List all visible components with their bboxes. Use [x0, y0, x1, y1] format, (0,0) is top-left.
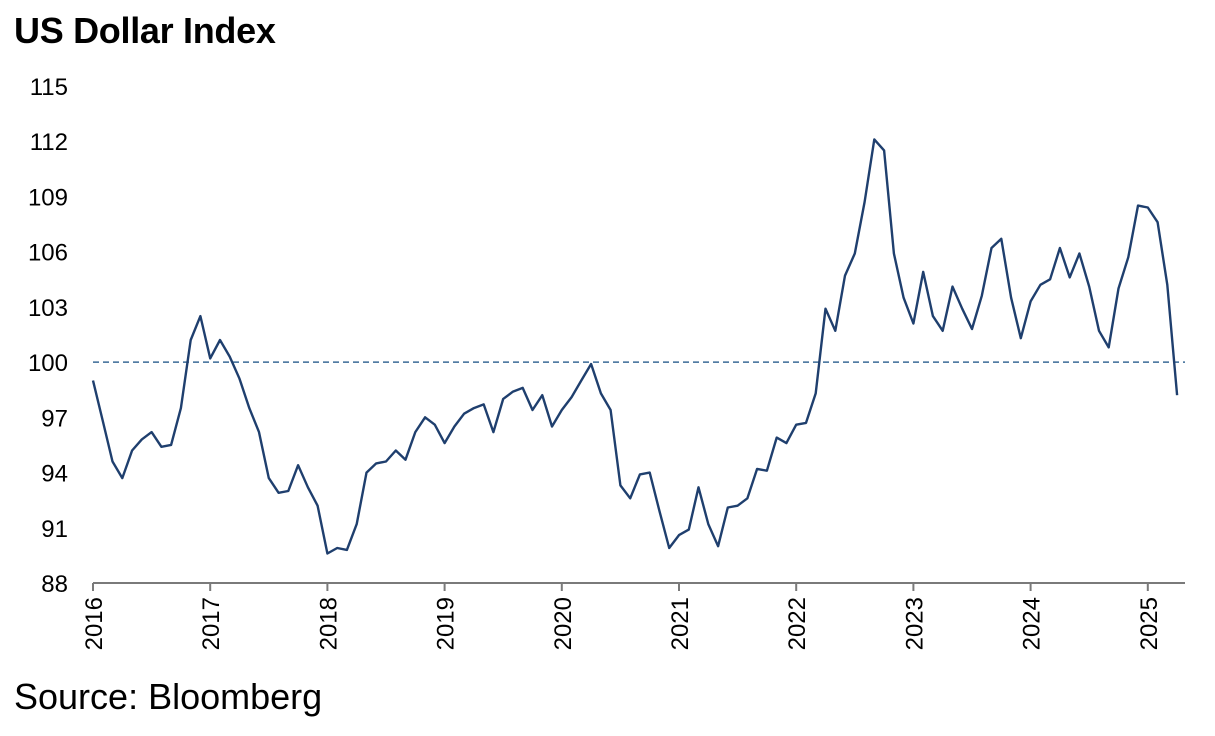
source-note: Source: Bloomberg [14, 676, 323, 717]
chart-title: US Dollar Index [14, 10, 276, 51]
x-tick-label: 2020 [550, 597, 577, 650]
series-line [91, 138, 1179, 555]
y-tick-label: 88 [41, 571, 68, 598]
x-axis-ticks: 2016 2017 2018 2019 2020 2021 2022 2023 2024 2025 [81, 583, 1163, 650]
y-tick-label: 97 [41, 405, 68, 432]
y-axis-ticks: 115 112 109 106 103 100 97 94 91 88 [28, 74, 68, 598]
y-tick-label: 106 [28, 240, 68, 267]
y-tick-label: 109 [28, 184, 68, 211]
x-tick-label: 2017 [198, 597, 225, 650]
y-tick-label: 100 [28, 350, 68, 377]
x-tick-label: 2021 [667, 597, 694, 650]
y-tick-label: 103 [28, 295, 68, 322]
x-tick-label: 2016 [81, 597, 108, 650]
x-tick-label: 2022 [784, 597, 811, 650]
y-tick-label: 115 [30, 74, 68, 101]
x-tick-label: 2024 [1019, 597, 1046, 650]
x-tick-label: 2018 [315, 597, 342, 650]
x-tick-label: 2023 [901, 597, 928, 650]
y-tick-label: 94 [41, 461, 68, 488]
x-tick-label: 2025 [1136, 597, 1163, 650]
x-tick-label: 2019 [433, 597, 460, 650]
y-tick-label: 91 [41, 516, 68, 543]
y-tick-label: 112 [30, 129, 68, 156]
